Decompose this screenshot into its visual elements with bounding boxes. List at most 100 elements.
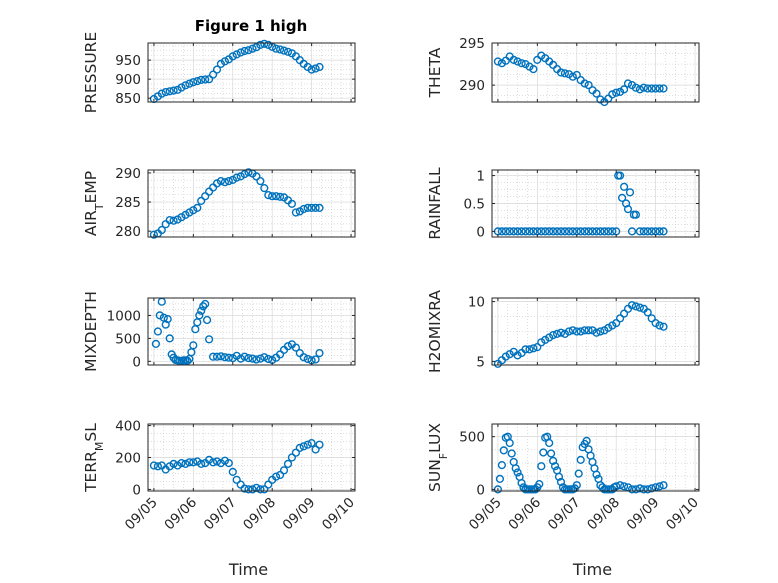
data-point — [169, 86, 178, 95]
data-point — [580, 227, 589, 236]
subplot-mixdepth: 0 500 1000 MIXDEPTH — [82, 291, 356, 372]
data-point — [631, 210, 641, 219]
data-point — [260, 184, 269, 193]
data-point — [612, 88, 621, 97]
subplot-air-temp: 280 285 290 AIRTEMP — [82, 166, 356, 240]
data-point — [256, 354, 265, 363]
data-point — [264, 354, 273, 364]
data-point — [564, 327, 574, 336]
data-point — [311, 445, 320, 454]
data-point — [639, 485, 648, 494]
data-point — [552, 227, 562, 236]
data-point — [197, 306, 206, 315]
data-point — [588, 227, 597, 236]
data-point — [651, 319, 660, 328]
data-point — [600, 227, 609, 236]
data-point — [264, 191, 273, 200]
data-point — [299, 442, 308, 451]
data-point — [529, 344, 538, 353]
data-point — [197, 75, 206, 85]
y-axis-label: H2OMIXRA — [426, 290, 444, 373]
data-point — [643, 227, 652, 236]
data-point — [584, 227, 593, 236]
data-point — [181, 81, 190, 90]
data-point — [568, 326, 577, 335]
data-point — [181, 459, 190, 469]
data-point — [517, 479, 526, 488]
data-point — [625, 188, 635, 197]
y-tick-label: 5 — [476, 354, 485, 370]
subplot-pressure: 850 900 950 PRESSURE — [82, 32, 356, 114]
data-point — [647, 484, 656, 493]
data-point — [307, 203, 316, 213]
data-point — [608, 90, 617, 99]
figure-title: Figure 1 high — [195, 17, 308, 35]
data-point — [635, 303, 645, 312]
data-point — [560, 69, 570, 78]
data-point — [205, 75, 214, 84]
subplot-h2omixra: 5 10 H2OMIXRA — [426, 290, 700, 373]
data-point — [539, 448, 548, 457]
data-point — [631, 485, 641, 494]
data-point — [240, 170, 249, 179]
data-point — [615, 481, 625, 490]
data-point — [216, 459, 226, 468]
data-point — [505, 227, 514, 236]
data-point — [203, 315, 212, 325]
data-point — [525, 227, 534, 236]
data-point — [535, 480, 544, 489]
data-point — [287, 199, 297, 208]
data-point — [276, 45, 285, 54]
axes-box — [491, 423, 700, 492]
data-point — [189, 78, 198, 87]
data-point — [151, 339, 161, 349]
data-point — [541, 227, 550, 236]
y-axis-label: SUNFLUX — [426, 423, 450, 492]
data-point — [169, 216, 178, 225]
data-point — [507, 449, 516, 458]
data-point — [647, 84, 656, 93]
data-point — [189, 341, 198, 350]
data-point — [165, 216, 174, 225]
data-point — [205, 335, 214, 344]
data-point — [209, 352, 218, 361]
data-point — [655, 321, 664, 330]
data-point — [212, 65, 222, 74]
data-point — [315, 203, 324, 213]
axes-box — [491, 42, 700, 103]
data-point — [623, 205, 633, 214]
data-point — [627, 227, 637, 236]
data-point — [315, 440, 324, 449]
data-point — [647, 227, 656, 236]
data-point — [552, 329, 562, 339]
data-point — [185, 79, 194, 88]
data-point — [268, 192, 277, 201]
data-point — [499, 446, 508, 455]
data-point — [205, 455, 214, 465]
data-point — [608, 227, 617, 236]
data-point — [165, 87, 174, 96]
y-axis-label: PRESSURE — [82, 32, 100, 114]
data-point — [307, 439, 316, 448]
data-point — [643, 308, 652, 317]
data-point — [576, 455, 585, 465]
data-point — [195, 311, 204, 320]
data-point — [212, 457, 222, 466]
data-point — [659, 481, 668, 490]
data-point — [596, 327, 605, 336]
data-point — [495, 474, 505, 484]
data-point — [161, 87, 170, 97]
data-point — [509, 55, 518, 65]
data-point — [311, 203, 320, 213]
data-point — [643, 84, 652, 93]
data-point — [572, 70, 581, 80]
data-point — [596, 227, 605, 236]
data-point — [655, 84, 664, 93]
data-point — [513, 468, 522, 477]
data-point — [216, 352, 226, 361]
data-point — [545, 438, 554, 448]
data-point — [244, 354, 253, 363]
data-point — [252, 172, 261, 181]
y-tick-label: 290 — [459, 78, 485, 94]
